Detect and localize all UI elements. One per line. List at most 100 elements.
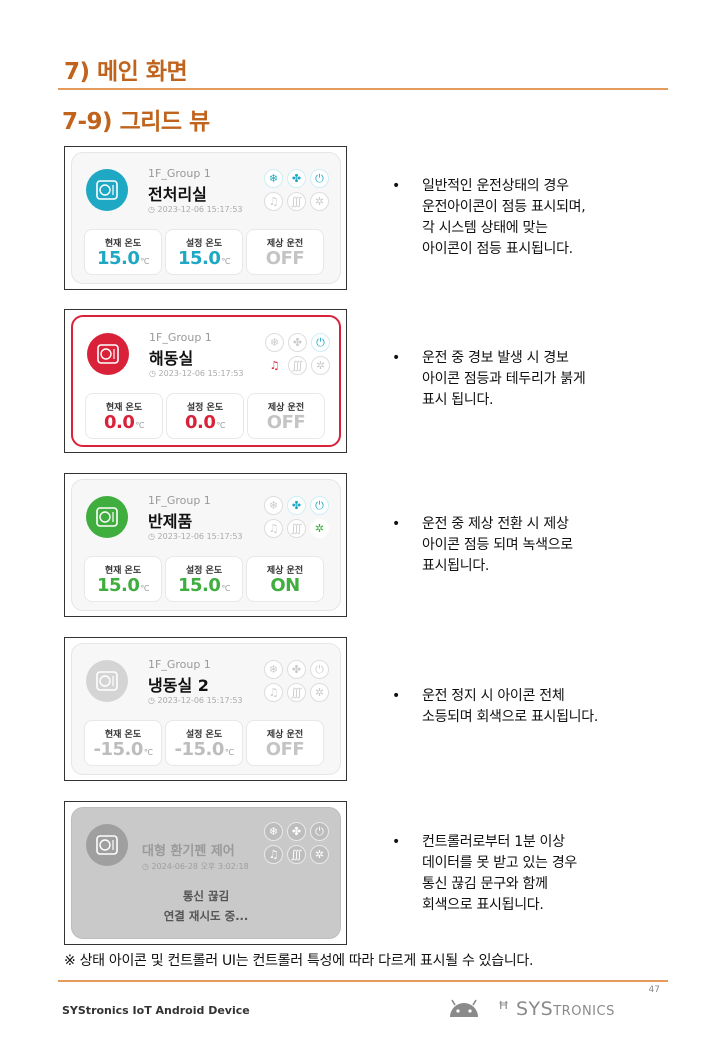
fan-icon: ✤: [287, 169, 306, 188]
power-icon: ⏻: [311, 333, 330, 352]
current-temp-box: 현재 온도 15.0°C: [84, 556, 162, 602]
bullet: •: [392, 834, 401, 850]
unit-icon: [96, 835, 118, 855]
heater-icon: ∭: [287, 519, 306, 538]
fan-icon: ✤: [287, 496, 306, 515]
set-temp-box: 설정 온도 -15.0°C: [165, 720, 243, 766]
snowflake-icon: ❄: [264, 660, 283, 679]
snowflake-icon: ❄: [265, 333, 284, 352]
clock-icon: ◷: [148, 532, 158, 541]
page-number: 47: [648, 985, 660, 995]
bell-icon: ♫: [264, 845, 283, 864]
heater-icon: ∭: [287, 683, 306, 702]
bell-icon: ♫: [265, 356, 284, 375]
bullet: •: [392, 350, 401, 366]
section-heading: 7) 메인 화면: [64, 59, 188, 85]
screenshot-frame-disconnected: 대형 환기펜 제어 ◷ 2024-06-28 오후 3:02:18 ❄ ✤ ⏻ …: [64, 801, 347, 945]
room-name: 해동실: [149, 349, 194, 368]
power-icon: ⏻: [310, 496, 329, 515]
group-label: 1F_Group 1: [149, 331, 212, 344]
defrost-icon: ✲: [310, 845, 329, 864]
status-retrying: 연결 재시도 중...: [163, 909, 249, 923]
snowflake-icon: ❄: [264, 169, 283, 188]
screenshot-frame-stopped: 1F_Group 1 냉동실 2 ◷ 2023-12-06 15:17:53 ❄…: [64, 637, 347, 781]
power-icon: ⏻: [310, 822, 329, 841]
set-temp-box: 설정 온도 15.0°C: [165, 229, 243, 275]
heater-icon: ∭: [287, 845, 306, 864]
clock-icon: ◷: [149, 369, 159, 378]
screenshot-frame-alarm: 1F_Group 1 해동실 ◷ 2023-12-06 15:17:53 ❄ ✤…: [64, 309, 347, 453]
unit-icon: [96, 671, 118, 691]
description-disconnected: 컨트롤러로부터 1분 이상 데이터를 못 받고 있는 경우 통신 끊김 문구와 …: [422, 834, 577, 913]
defrost-box: 제상 운전 OFF: [246, 229, 324, 275]
bell-icon: ♫: [264, 192, 283, 211]
current-temp-box: 현재 온도 -15.0°C: [84, 720, 162, 766]
bullet: •: [392, 178, 401, 194]
unit-icon: [96, 507, 118, 527]
clock-icon: ◷: [148, 205, 158, 214]
defrost-icon: ✲: [310, 192, 329, 211]
bell-icon: ♫: [264, 519, 283, 538]
group-label: 1F_Group 1: [148, 167, 211, 180]
description-normal: 일반적인 운전상태의 경우 운전아이콘이 점등 표시되며, 각 시스템 상태에 …: [422, 178, 586, 257]
room-name: 전처리실: [148, 185, 207, 204]
set-temp-box: 설정 온도 15.0°C: [165, 556, 243, 602]
snowflake-icon: ❄: [264, 496, 283, 515]
description-stopped: 운전 정지 시 아이콘 전체 소등되며 회색으로 표시됩니다.: [422, 688, 598, 725]
unit-badge: [86, 824, 128, 866]
room-card-defrost: 1F_Group 1 반제품 ◷ 2023-12-06 15:17:53 ❄ ✤…: [71, 479, 341, 611]
fan-icon: ✤: [287, 660, 306, 679]
defrost-icon: ✲: [311, 356, 330, 375]
defrost-box: 제상 운전 OFF: [246, 720, 324, 766]
timestamp: ◷ 2023-12-06 15:17:53: [148, 696, 243, 705]
bullet: •: [392, 688, 401, 704]
subsection-heading: 7-9) 그리드 뷰: [62, 109, 210, 135]
current-temp-box: 현재 온도 15.0°C: [84, 229, 162, 275]
timestamp: ◷ 2023-12-06 15:17:53: [149, 369, 244, 378]
room-name: 냉동실 2: [148, 676, 209, 695]
unit-badge: [86, 660, 128, 702]
status-disconnected: 통신 끊김: [182, 889, 230, 903]
screenshot-frame-normal: 1F_Group 1 전처리실 ◷ 2023-12-06 15:17:53 ❄ …: [64, 146, 347, 290]
company-logo: ꟸ SYSTRONICS: [498, 998, 615, 1020]
android-icon: [450, 999, 478, 1017]
defrost-icon: ✲: [310, 519, 329, 538]
divider-bottom: [58, 980, 668, 982]
bell-icon: ♫: [264, 683, 283, 702]
room-name: 대형 환기펜 제어: [142, 844, 235, 859]
heater-icon: ∭: [287, 192, 306, 211]
set-temp-box: 설정 온도 0.0°C: [166, 393, 244, 439]
screenshot-frame-defrost: 1F_Group 1 반제품 ◷ 2023-12-06 15:17:53 ❄ ✤…: [64, 473, 347, 617]
unit-badge: [86, 169, 128, 211]
description-defrost: 운전 중 제상 전환 시 제상 아이콘 점등 되며 녹색으로 표시됩니다.: [422, 516, 573, 574]
footer-text: SYStronics IoT Android Device: [62, 1004, 250, 1017]
group-label: 1F_Group 1: [148, 658, 211, 671]
clock-icon: ◷: [142, 862, 152, 871]
logo-mark: ꟸ: [498, 998, 516, 1020]
room-card-stopped: 1F_Group 1 냉동실 2 ◷ 2023-12-06 15:17:53 ❄…: [71, 643, 341, 775]
unit-badge: [86, 496, 128, 538]
group-label: 1F_Group 1: [148, 494, 211, 507]
unit-badge: [87, 333, 129, 375]
defrost-box: 제상 운전 ON: [246, 556, 324, 602]
fan-icon: ✤: [288, 333, 307, 352]
unit-icon: [97, 344, 119, 364]
room-card-normal: 1F_Group 1 전처리실 ◷ 2023-12-06 15:17:53 ❄ …: [71, 152, 341, 284]
room-card-alarm: 1F_Group 1 해동실 ◷ 2023-12-06 15:17:53 ❄ ✤…: [71, 315, 341, 447]
timestamp: ◷ 2024-06-28 오후 3:02:18: [142, 862, 249, 871]
fan-icon: ✤: [287, 822, 306, 841]
timestamp: ◷ 2023-12-06 15:17:53: [148, 532, 243, 541]
bullet: •: [392, 516, 401, 532]
power-icon: ⏻: [310, 660, 329, 679]
power-icon: ⏻: [310, 169, 329, 188]
defrost-box: 제상 운전 OFF: [247, 393, 325, 439]
divider-top: [58, 88, 668, 90]
current-temp-box: 현재 온도 0.0°C: [85, 393, 163, 439]
room-name: 반제품: [148, 512, 193, 531]
heater-icon: ∭: [288, 356, 307, 375]
room-card-disconnected: 대형 환기펜 제어 ◷ 2024-06-28 오후 3:02:18 ❄ ✤ ⏻ …: [71, 807, 341, 939]
description-alarm: 운전 중 경보 발생 시 경보 아이콘 점등과 테두리가 붉게 표시 됩니다.: [422, 350, 586, 408]
timestamp: ◷ 2023-12-06 15:17:53: [148, 205, 243, 214]
defrost-icon: ✲: [310, 683, 329, 702]
footnote: ※ 상태 아이콘 및 컨트롤러 UI는 컨트롤러 특성에 따라 다르게 표시될 …: [64, 953, 534, 969]
